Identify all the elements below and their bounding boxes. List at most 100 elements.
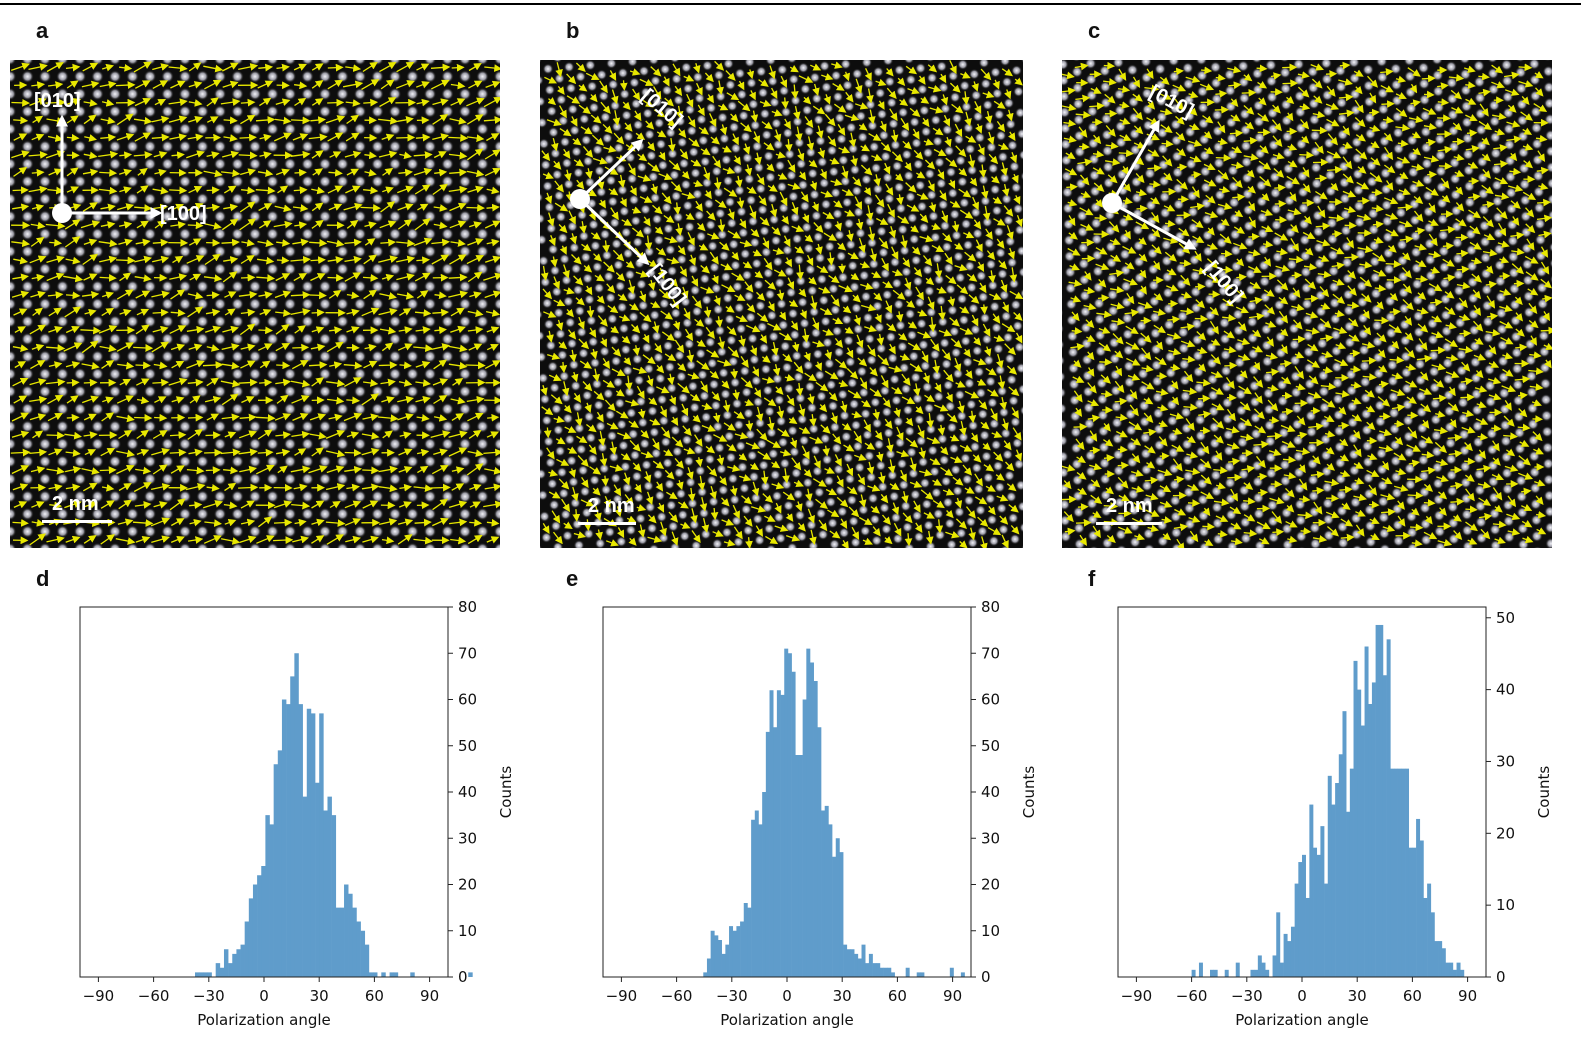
histogram-bar [410, 972, 415, 978]
scale-bar-label: 2 nm [1106, 495, 1153, 517]
histogram-bar [949, 967, 954, 977]
histogram-bar [1368, 703, 1373, 977]
histogram-bar [1224, 969, 1229, 977]
histogram-bar [736, 926, 741, 978]
histogram-bar [798, 755, 803, 977]
stem-image-c: [010] [100] 2 nm [1062, 60, 1552, 548]
y-axis: 0 10 20 30 40 50 [1486, 609, 1515, 986]
x-tick-label: −30 [193, 987, 225, 1005]
scale-bar-label: 2 nm [588, 495, 635, 517]
histogram-bar [754, 810, 759, 977]
histogram-bar [381, 972, 386, 978]
y-tick-label: 10 [1496, 896, 1515, 914]
histogram-bar [718, 940, 722, 977]
histogram-bar [813, 681, 818, 977]
histogram-bar [1335, 783, 1340, 977]
histogram-f: −90 −60 −30 0 30 60 90 Polarization angle 0 10 20 3… [1068, 595, 1568, 1035]
histogram-bar [773, 727, 778, 977]
polarization-vectors [10, 61, 500, 546]
histogram-bar [1198, 962, 1203, 977]
histogram-bar [780, 694, 785, 978]
histogram-bar [368, 972, 374, 978]
y-tick-label: 50 [1496, 609, 1515, 627]
histogram-bar [1276, 912, 1281, 977]
histogram-bar [732, 930, 737, 977]
histogram-bar [1250, 969, 1255, 977]
histogram-bar [1419, 840, 1424, 977]
x-tick-label: −90 [606, 987, 638, 1005]
histogram-bar [883, 967, 888, 977]
histogram-bar [1427, 883, 1432, 977]
histogram-bar [373, 972, 378, 978]
histogram-bar [832, 856, 837, 977]
histogram-bar [360, 930, 366, 977]
histogram-bar [269, 824, 274, 978]
y-tick-label: 0 [981, 968, 991, 986]
histogram-bar [1191, 969, 1196, 977]
histogram-bar [1430, 912, 1435, 977]
histogram-bar [762, 792, 767, 977]
histogram-bar [298, 704, 303, 978]
x-tick-label: 30 [833, 987, 852, 1005]
histogram-bar [228, 963, 233, 978]
atom-lattice [10, 60, 500, 548]
x-tick-label: −30 [1231, 987, 1263, 1005]
y-tick-label: 50 [981, 737, 1000, 755]
histogram-bar [1405, 768, 1410, 977]
scale-bar-line [578, 522, 636, 525]
micrograph-canvas: [010][100]2 nm [1062, 60, 1552, 548]
stem-image-b: [010] [100] 2 nm [540, 60, 1023, 548]
micrograph-canvas: [010][100]2 nm [10, 60, 500, 548]
atom-lattice [540, 60, 1023, 548]
histogram-bar [327, 796, 332, 978]
histogram-bar [721, 953, 726, 978]
histogram-bar [468, 972, 473, 978]
histogram-bar [1342, 711, 1347, 977]
histogram-bar [302, 796, 308, 978]
y-tick-label: 30 [981, 829, 1000, 847]
histogram-bar [1305, 897, 1310, 977]
y-tick-label: 30 [1496, 752, 1515, 770]
x-tick-label: −60 [1176, 987, 1208, 1005]
histogram-bar [1324, 883, 1329, 977]
histogram-bar [344, 884, 349, 977]
histogram-bar [1386, 639, 1391, 977]
histogram-bar [393, 972, 399, 978]
histogram-bar [203, 972, 208, 978]
y-tick-label: 50 [458, 737, 477, 755]
histogram-bar [1360, 725, 1365, 977]
histogram-bar [1423, 897, 1428, 977]
histogram-bar [1445, 962, 1450, 977]
y-axis-label: Counts [1535, 766, 1553, 819]
histogram-bar [776, 690, 781, 977]
y-tick-label: 30 [458, 829, 477, 847]
y-tick-label: 20 [1496, 824, 1515, 842]
y-tick-label: 10 [981, 922, 1000, 940]
histogram-bar [310, 713, 316, 978]
histogram-bar [331, 815, 337, 978]
histogram-canvas: −90 −60 −30 0 30 60 90 Polarization angle 0 10 20 3… [79, 598, 515, 1029]
histogram-bar [824, 805, 829, 978]
histogram-bar [868, 953, 873, 978]
y-axis-label: Counts [1020, 766, 1038, 819]
histogram-bar [1272, 955, 1277, 977]
histogram-bar [195, 972, 200, 978]
histogram-bar [1265, 969, 1270, 977]
histogram-bar [1390, 768, 1395, 977]
histogram-bar [1287, 941, 1292, 977]
histogram-bar [828, 824, 833, 978]
x-tick-label: −90 [83, 987, 115, 1005]
histogram-bar [758, 824, 763, 978]
bars [195, 653, 473, 978]
histogram-bar [1394, 768, 1398, 977]
origin-dot [570, 189, 590, 209]
histogram-bar [784, 648, 789, 978]
histogram-e: −90 −60 −30 0 30 60 90 Polarization angle 0 10 20 3… [553, 595, 1053, 1035]
crystal-axes-annotation: [010] [100] [34, 90, 207, 225]
stem-image-a: [010] [100] 2 nm [10, 60, 500, 548]
histogram-bar [1290, 926, 1295, 977]
histogram-bar [348, 893, 353, 977]
histogram-bar [710, 930, 715, 977]
histogram-bar [1452, 969, 1457, 977]
x-tick-label: 30 [1348, 987, 1367, 1005]
